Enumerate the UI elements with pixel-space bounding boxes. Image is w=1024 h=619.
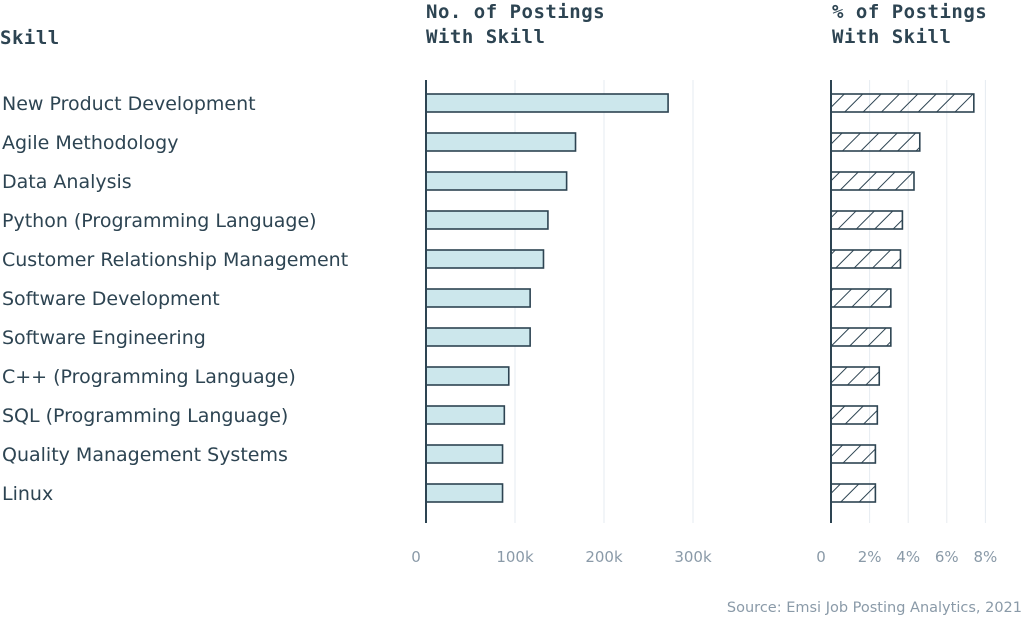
percent-bar — [830, 132, 921, 152]
percent-bar — [830, 483, 877, 503]
count-bar — [425, 405, 506, 425]
bars — [425, 93, 975, 503]
count-tick-label: 0 — [411, 548, 421, 566]
skill-label: Customer Relationship Management — [2, 249, 348, 271]
count-tick-label: 300k — [674, 548, 712, 566]
count-bar — [425, 483, 504, 503]
percent-bar — [830, 327, 892, 347]
percent-bar — [830, 210, 904, 230]
skill-label: SQL (Programming Language) — [2, 405, 288, 427]
percent-bar — [830, 366, 881, 386]
skill-label: Quality Management Systems — [2, 444, 288, 466]
count-tick-label: 100k — [496, 548, 534, 566]
chart-headers: Skill No. of Postings With Skill % of Po… — [0, 1, 987, 49]
percent-bar — [830, 288, 892, 308]
percent-bar — [830, 444, 877, 464]
percent-bar — [830, 93, 975, 113]
count-bar — [425, 249, 545, 269]
skill-column-header: Skill — [0, 27, 60, 49]
postings-percent-header-line2: With Skill — [832, 26, 951, 48]
postings-percent-header-line1: % of Postings — [832, 1, 987, 23]
percent-bar — [830, 249, 902, 269]
gridlines — [514, 80, 986, 523]
skill-labels: New Product Development Agile Methodology… — [2, 93, 348, 505]
percent-bar — [830, 171, 915, 191]
skill-label: Agile Methodology — [2, 132, 178, 154]
postings-count-header-line1: No. of Postings — [426, 1, 605, 23]
count-bar — [425, 171, 568, 191]
count-bar — [425, 132, 577, 152]
tick-labels: 0 100k 200k 300k 0 2% 4% 6% 8% — [411, 548, 997, 566]
percent-bar — [830, 405, 879, 425]
percent-tick-label: 4% — [896, 548, 920, 566]
axes — [425, 80, 832, 523]
count-bar — [425, 366, 510, 386]
skill-label: Software Engineering — [2, 327, 206, 349]
count-bar — [425, 288, 531, 308]
percent-tick-label: 0 — [816, 548, 826, 566]
count-tick-label: 200k — [585, 548, 623, 566]
skill-label: Linux — [2, 483, 53, 505]
count-bar — [425, 444, 504, 464]
count-bar — [425, 93, 669, 113]
postings-count-header-line2: With Skill — [426, 26, 545, 48]
skill-label: Data Analysis — [2, 171, 132, 193]
skill-label: Software Development — [2, 288, 220, 310]
percent-tick-label: 6% — [935, 548, 959, 566]
percent-tick-label: 2% — [858, 548, 882, 566]
skill-label: Python (Programming Language) — [2, 210, 317, 232]
count-bar — [425, 210, 549, 230]
count-bar — [425, 327, 531, 347]
percent-tick-label: 8% — [974, 548, 998, 566]
skill-label: C++ (Programming Language) — [2, 366, 296, 388]
source-note: Source: Emsi Job Posting Analytics, 2021 — [727, 600, 1022, 616]
skill-label: New Product Development — [2, 93, 256, 115]
